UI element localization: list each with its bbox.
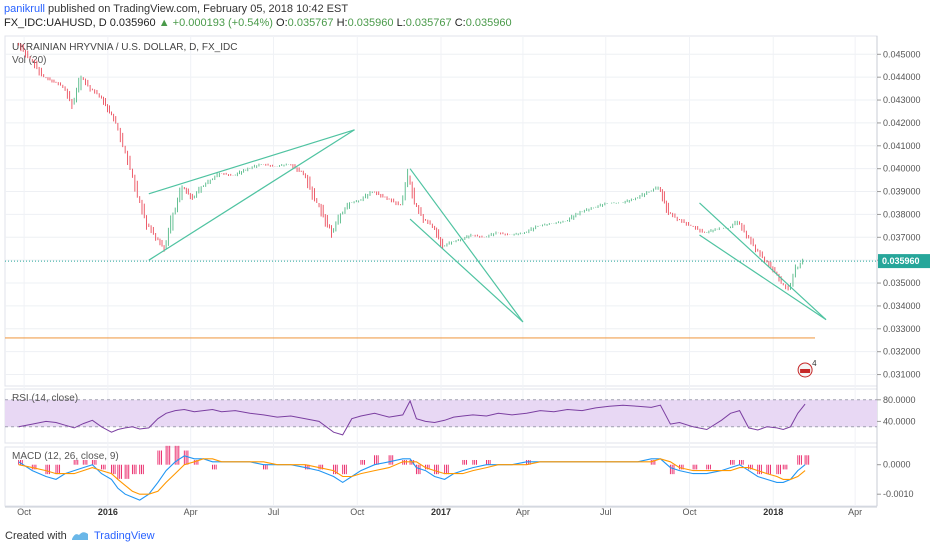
symbol-quote-line: FX_IDC:UAHUSD, D 0.035960 ▲ +0.000193 (+…	[4, 17, 512, 29]
time-tick-label: Oct	[682, 507, 697, 517]
price-tick-label: 0.033000	[883, 324, 921, 334]
created-with-text: Created with	[5, 530, 67, 542]
footer: Created with TradingView	[0, 524, 932, 550]
volume-label: Vol (20)	[12, 55, 46, 66]
rsi-tick-label: 40.0000	[883, 416, 916, 426]
last-price-badge	[878, 254, 930, 269]
publisher-line: panikrull published on TradingView.com, …	[4, 3, 348, 15]
macd-tick-label: -0.0010	[883, 489, 914, 499]
macd-tick-label: 0.0000	[883, 460, 911, 470]
flag-event-count: 4	[812, 359, 817, 368]
low-label: L:	[396, 17, 406, 29]
time-tick-label: Oct	[350, 507, 365, 517]
high-value: 0.035960	[347, 17, 394, 29]
close-value: 0.035960	[465, 17, 512, 29]
low-value: 0.035767	[405, 17, 452, 29]
time-tick-label: 2016	[98, 507, 118, 517]
macd-signal-line	[18, 458, 806, 495]
price-tick-label: 0.040000	[883, 164, 921, 174]
high-label: H:	[336, 17, 348, 29]
time-tick-label: Jul	[600, 507, 612, 517]
time-tick-label: 2017	[431, 507, 451, 517]
tradingview-logo-icon	[72, 532, 88, 540]
price-tick-label: 0.037000	[883, 232, 921, 242]
trendline-falling-wedge-lower-2017	[409, 218, 524, 323]
price-tick-label: 0.039000	[883, 187, 921, 197]
price-tick-label: 0.044000	[883, 72, 921, 82]
time-tick-label: Apr	[516, 507, 530, 517]
trendline-rising-wedge-lower	[148, 129, 355, 261]
open-value: 0.035767	[287, 17, 334, 29]
time-tick-label: Apr	[184, 507, 198, 517]
trendline-falling-wedge-upper-2017	[409, 168, 524, 323]
price-tick-label: 0.038000	[883, 209, 921, 219]
price-tick-label: 0.045000	[883, 49, 921, 59]
price-tick-label: 0.034000	[883, 301, 921, 311]
price-tick-label: 0.032000	[883, 347, 921, 357]
trendline-falling-wedge-lower-2018	[699, 234, 827, 321]
trendline-rising-wedge-upper	[148, 129, 355, 195]
up-arrow-icon: ▲	[158, 17, 170, 29]
tradingview-brand[interactable]: TradingView	[94, 530, 155, 542]
chart-area[interactable]: 0.045000 0.044000 0.043000 0.042000 0.041000…	[0, 0, 932, 524]
last-price-badge-label: 0.035960	[882, 256, 920, 266]
flag-event-icon-stripe	[800, 368, 811, 373]
chart-title: UKRAINIAN HRYVNIA / U.S. DOLLAR, D, FX_I…	[12, 42, 237, 53]
time-tick-label: Oct	[17, 507, 32, 517]
publisher-username[interactable]: panikrull	[4, 3, 45, 15]
macd-line	[18, 455, 806, 501]
rsi-label: RSI (14, close)	[12, 393, 78, 404]
trendline-falling-wedge-upper-2018	[699, 202, 827, 321]
time-tick-label: 2018	[763, 507, 783, 517]
price-tick-label: 0.043000	[883, 95, 921, 105]
price-tick-label: 0.042000	[883, 118, 921, 128]
published-text: published on TradingView.com, February 0…	[44, 3, 349, 15]
symbol-name: FX_IDC:UAHUSD, D	[4, 17, 107, 29]
open-label: O:	[276, 17, 288, 29]
price-tick-label: 0.041000	[883, 141, 921, 151]
close-label: C:	[454, 17, 466, 29]
time-tick-label: Jul	[268, 507, 280, 517]
rsi-line	[18, 399, 806, 436]
price-change: +0.000193 (+0.54%)	[172, 17, 273, 29]
price-tick-label: 0.035000	[883, 278, 921, 288]
price-tick-label: 0.031000	[883, 370, 921, 380]
time-tick-label: Apr	[848, 507, 862, 517]
last-price: 0.035960	[109, 17, 156, 29]
rsi-tick-label: 80.0000	[883, 395, 916, 405]
macd-label: MACD (12, 26, close, 9)	[12, 451, 119, 462]
